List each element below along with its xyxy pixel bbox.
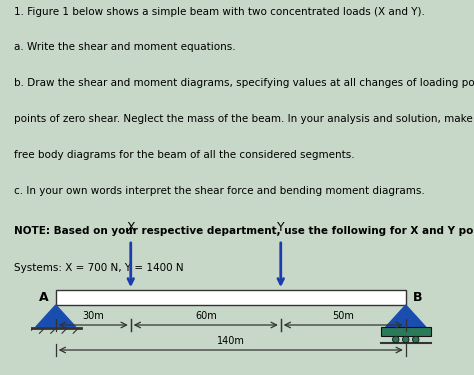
Text: b. Draw the shear and moment diagrams, specifying values at all changes of loadi: b. Draw the shear and moment diagrams, s… <box>14 78 474 88</box>
Circle shape <box>392 336 399 343</box>
Text: B: B <box>413 291 423 304</box>
Text: free body diagrams for the beam of all the considered segments.: free body diagrams for the beam of all t… <box>14 150 355 160</box>
Text: 60m: 60m <box>195 311 217 321</box>
Text: 30m: 30m <box>82 311 104 321</box>
Bar <box>381 327 431 336</box>
Polygon shape <box>36 305 76 327</box>
Text: Y: Y <box>277 221 284 234</box>
Circle shape <box>412 336 419 343</box>
Polygon shape <box>386 305 426 327</box>
Text: Systems: X = 700 N, Y = 1400 N: Systems: X = 700 N, Y = 1400 N <box>14 263 184 273</box>
Text: a. Write the shear and moment equations.: a. Write the shear and moment equations. <box>14 42 236 52</box>
Text: X: X <box>127 221 135 234</box>
Text: 1. Figure 1 below shows a simple beam with two concentrated loads (X and Y).: 1. Figure 1 below shows a simple beam wi… <box>14 6 425 16</box>
Text: 50m: 50m <box>332 311 354 321</box>
Circle shape <box>402 336 409 343</box>
Text: points of zero shear. Neglect the mass of the beam. In your analysis and solutio: points of zero shear. Neglect the mass o… <box>14 114 474 124</box>
Bar <box>56 290 406 305</box>
Text: 140m: 140m <box>217 336 245 346</box>
Text: A: A <box>38 291 48 304</box>
Text: NOTE: Based on your respective department, use the following for X and Y point l: NOTE: Based on your respective departmen… <box>14 226 474 236</box>
Text: c. In your own words interpret the shear force and bending moment diagrams.: c. In your own words interpret the shear… <box>14 186 425 196</box>
